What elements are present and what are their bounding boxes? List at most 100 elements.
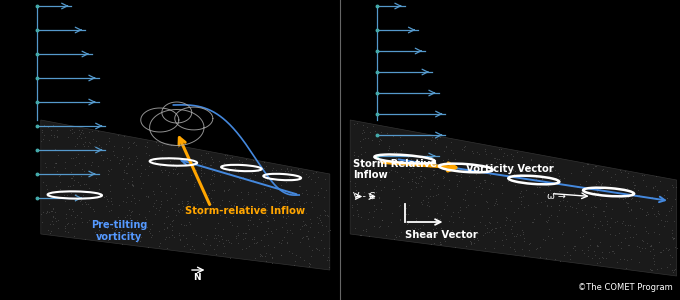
Point — [429, 241, 440, 245]
Point — [428, 172, 439, 177]
Point — [187, 231, 198, 236]
Point — [452, 167, 462, 171]
Point — [468, 224, 479, 229]
Point — [236, 190, 247, 194]
Point — [593, 191, 604, 196]
Point — [449, 244, 460, 249]
Point — [231, 192, 242, 197]
Point — [662, 195, 673, 200]
Point — [294, 199, 305, 204]
Point — [61, 193, 72, 197]
Point — [46, 128, 56, 133]
Point — [39, 160, 50, 165]
Point — [623, 171, 634, 176]
Point — [545, 158, 556, 163]
Point — [403, 212, 414, 217]
Point — [303, 174, 313, 179]
Point — [236, 247, 247, 252]
Point — [466, 148, 477, 153]
Point — [389, 186, 400, 191]
Point — [184, 247, 195, 252]
Point — [348, 122, 359, 126]
Point — [509, 233, 520, 238]
Point — [430, 232, 441, 237]
Point — [590, 205, 600, 209]
Point — [375, 207, 386, 212]
Point — [431, 137, 442, 142]
Point — [415, 169, 426, 174]
Point — [284, 206, 294, 211]
Point — [490, 198, 501, 203]
Point — [589, 249, 600, 254]
Point — [245, 208, 256, 213]
Point — [509, 249, 520, 254]
Point — [647, 194, 658, 199]
Point — [227, 214, 238, 219]
Point — [267, 216, 278, 221]
Point — [667, 203, 678, 208]
Point — [404, 169, 415, 174]
Point — [249, 234, 260, 239]
Point — [306, 254, 317, 259]
Point — [346, 205, 357, 210]
Point — [41, 211, 52, 215]
Point — [505, 218, 515, 222]
Point — [37, 128, 48, 133]
Point — [324, 246, 335, 250]
Point — [201, 206, 211, 210]
Point — [262, 219, 273, 224]
Point — [631, 199, 642, 204]
Point — [219, 152, 230, 157]
Point — [200, 161, 211, 166]
Point — [61, 216, 71, 221]
Point — [121, 164, 132, 169]
Point — [209, 173, 220, 178]
Point — [401, 212, 411, 217]
Point — [455, 230, 466, 235]
Point — [499, 163, 510, 167]
Point — [130, 236, 141, 241]
Point — [584, 173, 595, 178]
Point — [588, 204, 599, 209]
Point — [486, 181, 496, 186]
Point — [508, 167, 519, 172]
Point — [67, 182, 78, 187]
Point — [262, 207, 273, 212]
Point — [163, 172, 173, 177]
Point — [358, 128, 369, 133]
Point — [153, 182, 164, 187]
Point — [165, 183, 176, 188]
Point — [322, 213, 333, 218]
Point — [509, 183, 520, 188]
Point — [167, 167, 178, 172]
Point — [177, 200, 188, 205]
Point — [543, 184, 554, 189]
Point — [216, 237, 227, 242]
Point — [309, 234, 320, 239]
Point — [405, 157, 416, 162]
Point — [78, 131, 88, 136]
Point — [256, 202, 267, 207]
Point — [445, 214, 456, 219]
Point — [593, 244, 604, 248]
Text: ©The COMET Program: ©The COMET Program — [579, 284, 673, 292]
Point — [355, 152, 366, 157]
Point — [570, 228, 581, 232]
Point — [141, 225, 152, 230]
Point — [103, 168, 114, 173]
Point — [660, 245, 671, 250]
Point — [76, 209, 87, 214]
Point — [67, 130, 78, 135]
Point — [353, 154, 364, 158]
Point — [407, 229, 418, 234]
Point — [517, 155, 528, 160]
Point — [388, 133, 398, 138]
Point — [49, 133, 60, 137]
Point — [177, 160, 188, 165]
Point — [281, 200, 292, 204]
Point — [387, 179, 398, 184]
Point — [634, 199, 645, 203]
Point — [198, 199, 209, 204]
Point — [609, 219, 620, 224]
Point — [73, 160, 84, 165]
